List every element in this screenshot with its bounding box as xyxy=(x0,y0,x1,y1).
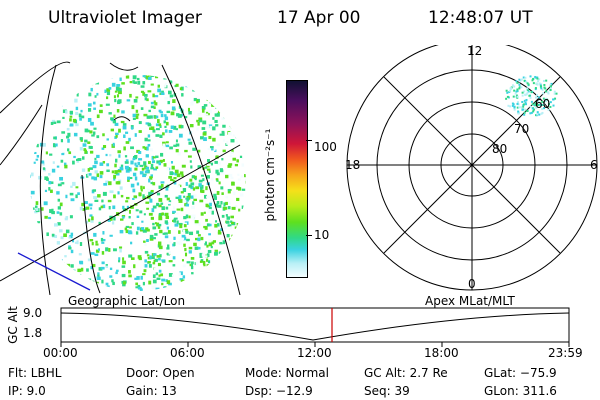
polar-aurora-pixels xyxy=(505,75,558,117)
glon-info: GLon: 311.6 xyxy=(484,384,557,398)
dsp-info: Dsp: −12.9 xyxy=(245,384,313,398)
observation-time: 12:48:07 UT xyxy=(428,8,533,28)
lat-label-70: 70 xyxy=(514,122,529,136)
colorbar-tick-100 xyxy=(306,140,312,141)
gc-altitude-info: GC Alt: 2.7 Re xyxy=(364,366,448,380)
hour-label-6: 6 xyxy=(590,158,598,172)
geographic-image xyxy=(0,61,246,295)
timeline-ticks xyxy=(60,342,570,347)
timeline-right-label: Apex MLat/MLT xyxy=(425,294,515,308)
lat-label-60: 60 xyxy=(535,97,550,111)
hour-label-18: 18 xyxy=(345,158,360,172)
ytick-9: 9.0 xyxy=(23,306,43,320)
observation-date: 17 Apr 00 xyxy=(277,8,361,28)
altitude-timeline xyxy=(60,307,570,347)
xtick-12-00: 12:00 xyxy=(297,346,332,360)
glat-info: GLat: −75.9 xyxy=(484,366,557,380)
coastline xyxy=(17,252,91,291)
filter-info: Flt: LBHL xyxy=(8,366,62,380)
hour-label-12: 12 xyxy=(467,45,482,58)
mode-info: Mode: Normal xyxy=(245,366,329,380)
gain-info: Gain: 13 xyxy=(126,384,177,398)
polar-plot: 12 18 6 0 60 70 80 xyxy=(345,45,598,291)
colorbar-label-10: 10 xyxy=(314,228,330,242)
instrument-title: Ultraviolet Imager xyxy=(48,8,202,28)
timeline-axis-label: GC Alt xyxy=(5,306,20,344)
color-bar xyxy=(286,80,308,278)
sequence-info: Seq: 39 xyxy=(364,384,410,398)
colorbar-tick-10 xyxy=(306,235,312,236)
hour-label-0: 0 xyxy=(468,277,476,291)
ytick-1-8: 1.8 xyxy=(23,326,43,340)
door-info: Door: Open xyxy=(126,366,195,380)
xtick-00-00: 00:00 xyxy=(43,346,78,360)
xtick-06-00: 06:00 xyxy=(170,346,205,360)
lat-label-80: 80 xyxy=(492,142,507,156)
colorbar-label-100: 100 xyxy=(314,140,337,154)
colorbar-unit-label: photon cm⁻²s⁻¹ xyxy=(263,128,277,222)
timeline-frame xyxy=(60,307,570,343)
timeline-left-label: Geographic Lat/Lon xyxy=(68,294,186,308)
geographic-grid-lines xyxy=(0,61,241,295)
xtick-18-00: 18:00 xyxy=(424,346,459,360)
xtick-23-59: 23:59 xyxy=(548,346,583,360)
aurora-emission-pixels xyxy=(30,75,246,291)
altitude-curve xyxy=(60,312,570,341)
ip-info: IP: 9.0 xyxy=(8,384,46,398)
